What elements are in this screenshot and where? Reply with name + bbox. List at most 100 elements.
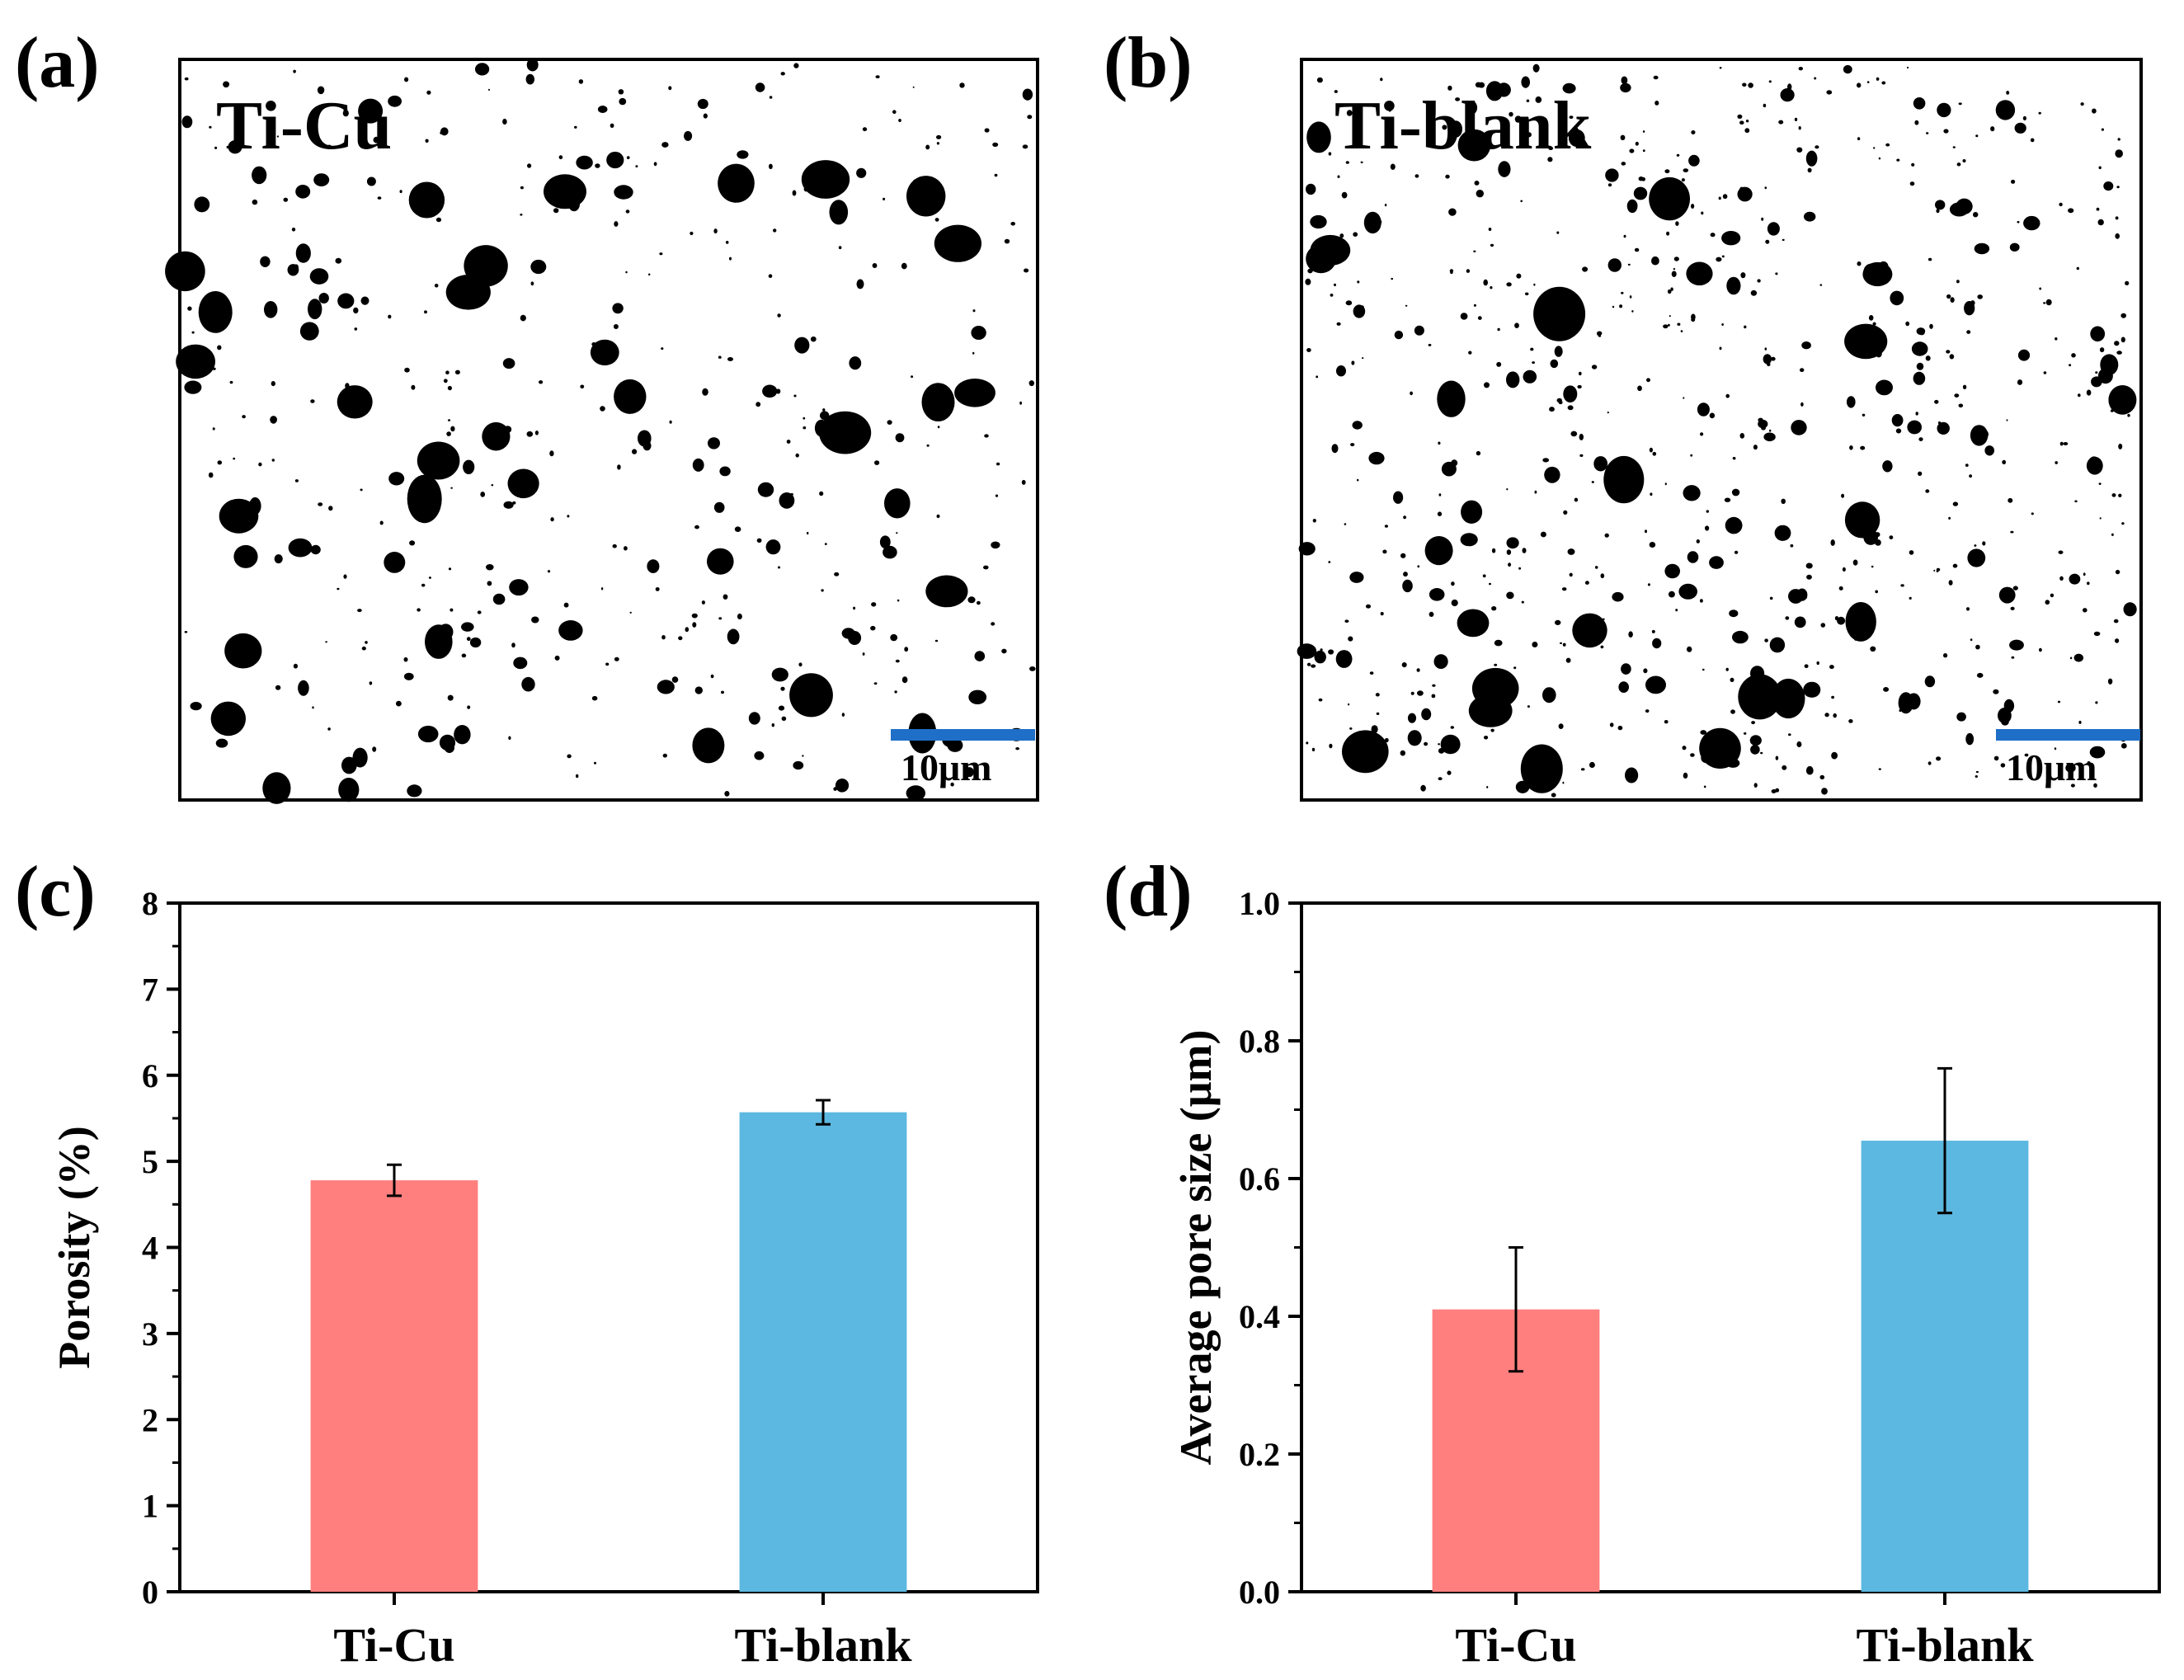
pore-dust [1484, 382, 1490, 388]
pore-small [502, 358, 515, 369]
pore-dust [2059, 202, 2063, 207]
pore-dust [853, 606, 856, 610]
pore-small [1532, 64, 1540, 73]
pore-dust [467, 705, 471, 709]
pore-large [408, 181, 445, 219]
pore-dust [2076, 266, 2079, 271]
pore-dust [434, 284, 439, 288]
pore-small [1521, 76, 1530, 88]
pore-small [2090, 326, 2106, 342]
pore-dust [1027, 115, 1033, 120]
pore-dust [1911, 162, 1915, 167]
pore-small [1763, 432, 1776, 442]
pore-small [1805, 562, 1813, 569]
pore-dust [1645, 529, 1647, 534]
pore-dust [1384, 737, 1389, 743]
pore-dust [991, 622, 996, 626]
pore-small [606, 151, 624, 169]
pore-dust [1400, 553, 1406, 558]
pore-dust [1857, 137, 1861, 141]
pore-dust [1962, 159, 1966, 162]
pore-small [1882, 460, 1893, 473]
pore-dust [1760, 751, 1763, 755]
pore-large [1342, 730, 1389, 774]
pore-dust [1872, 322, 1876, 326]
pore-dust [1652, 451, 1657, 456]
pore-small [1448, 208, 1457, 216]
pore-dust [1316, 77, 1323, 83]
pore-dust [995, 494, 999, 497]
pore-dust [834, 572, 840, 576]
pore-dust [671, 676, 679, 683]
pore-dust [1569, 572, 1573, 577]
pore-dust [755, 402, 761, 407]
pore-small [388, 472, 405, 486]
pore-large [1844, 323, 1888, 360]
pore-dust [1927, 761, 1932, 765]
pore-dust [1782, 765, 1787, 770]
pore-dust [1918, 471, 1923, 476]
pore-small [1297, 643, 1317, 659]
pore-small [2069, 573, 2081, 585]
pore-dust [729, 256, 732, 261]
pore-dust [591, 695, 598, 701]
pore-dust [2116, 351, 2122, 355]
pore-small [851, 433, 863, 445]
pore-dust [1362, 357, 1364, 360]
pore-dust [1523, 128, 1525, 131]
pore-dust [1952, 146, 1956, 148]
pore-dust [2050, 593, 2055, 598]
pore-dust [2071, 353, 2076, 358]
pore-dust [1328, 152, 1332, 156]
pore-dust [388, 314, 392, 319]
pore-dust [2010, 606, 2015, 611]
pore-dust [1833, 713, 1837, 718]
pore-dust [1384, 525, 1388, 528]
pore-dust [404, 367, 410, 373]
pore-dust [1742, 82, 1747, 87]
pore-dust [1416, 668, 1420, 672]
pore-dust [1667, 289, 1672, 294]
pore-dust [1330, 294, 1334, 297]
pore-dust [1764, 347, 1767, 351]
pore-small [1546, 296, 1567, 316]
pore-dust [780, 686, 785, 691]
pore-dust [710, 674, 714, 679]
pore-dust [691, 613, 698, 619]
pore-dust [2006, 419, 2008, 421]
pore-dust [1320, 648, 1323, 652]
pore-dust [1491, 548, 1496, 553]
pore-dust [1600, 573, 1605, 579]
pore-dust [2118, 443, 2123, 449]
pore-large [1306, 121, 1331, 153]
pore-dust [777, 313, 781, 318]
pore-dust [1774, 695, 1777, 699]
pore-dust [403, 656, 408, 662]
pore-dust [1643, 668, 1648, 674]
pore-dust [461, 653, 467, 658]
pore-small [1726, 276, 1741, 295]
pore-dust [1345, 161, 1349, 164]
pore-dust [2093, 783, 2097, 788]
pore-small [1876, 379, 1893, 396]
pore-dust [1750, 289, 1758, 296]
pore-dust [2078, 720, 2082, 724]
pore-dust [659, 252, 663, 256]
pore-dust [1973, 212, 1979, 218]
pore-dust [1311, 747, 1316, 752]
pore-dust [610, 123, 614, 128]
panel-a-scale-text: 10μm [901, 746, 991, 788]
pore-small [991, 541, 1000, 549]
pore-large [219, 498, 259, 534]
pore-dust [781, 716, 787, 721]
pore-small [1449, 120, 1462, 138]
pore-dust [1019, 401, 1022, 405]
pore-small [309, 268, 329, 285]
pore-dust [1651, 629, 1655, 633]
panel-c-letter: (c) [15, 852, 96, 932]
pore-dust [1560, 120, 1563, 124]
pore-small [2123, 602, 2137, 617]
pore-small [1429, 588, 1445, 601]
pore-small [521, 676, 535, 692]
pore-dust [835, 413, 842, 420]
